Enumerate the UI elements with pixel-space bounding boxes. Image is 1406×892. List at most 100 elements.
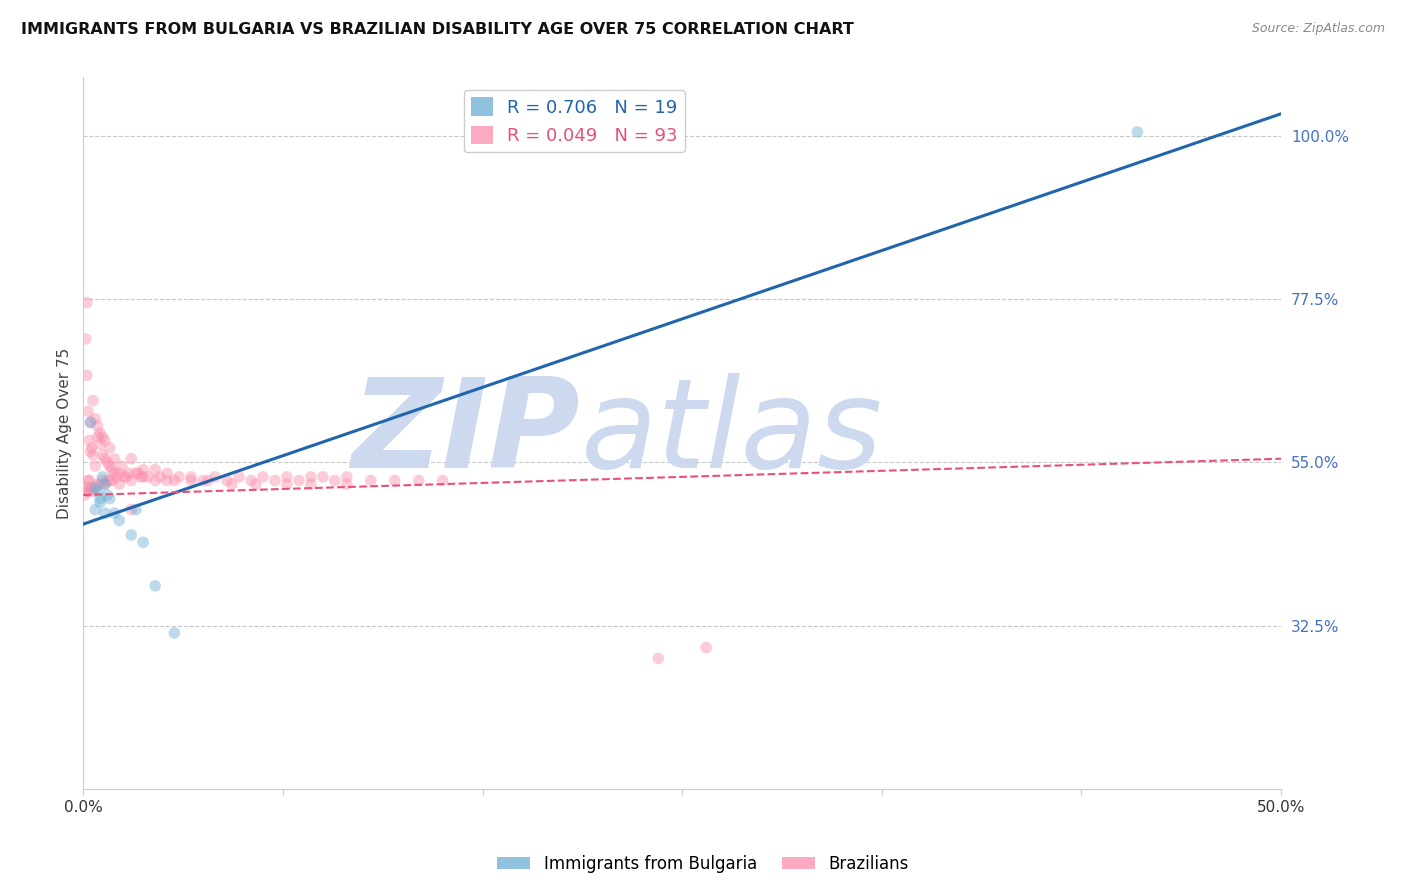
Point — [76, 484, 98, 499]
Point — [156, 474, 179, 488]
Point — [197, 474, 219, 488]
Point — [98, 458, 121, 473]
Point — [96, 455, 118, 469]
Point — [163, 626, 186, 640]
Point — [86, 484, 108, 499]
Point — [84, 481, 107, 495]
Point — [77, 484, 100, 499]
Point — [94, 477, 117, 491]
Point — [149, 470, 172, 484]
Point — [204, 470, 226, 484]
Point — [132, 470, 155, 484]
Point — [299, 470, 322, 484]
Point — [129, 470, 152, 484]
Point — [264, 474, 287, 488]
Y-axis label: Disability Age Over 75: Disability Age Over 75 — [58, 348, 72, 519]
Point — [240, 474, 263, 488]
Point — [101, 474, 124, 488]
Point — [112, 470, 135, 484]
Point — [360, 474, 382, 488]
Point — [143, 579, 166, 593]
Point — [86, 477, 108, 491]
Point — [89, 426, 111, 441]
Point — [336, 477, 359, 491]
Point — [299, 477, 322, 491]
Point — [167, 470, 190, 484]
Point — [163, 474, 186, 488]
Point — [82, 448, 104, 462]
Point — [91, 430, 114, 444]
Point — [105, 470, 128, 484]
Point — [276, 470, 298, 484]
Point — [91, 448, 114, 462]
Point — [84, 481, 107, 495]
Point — [89, 495, 111, 509]
Point — [125, 467, 148, 481]
Point — [127, 467, 149, 481]
Point — [89, 437, 111, 451]
Point — [94, 506, 117, 520]
Point — [647, 651, 669, 665]
Point — [103, 506, 125, 520]
Point — [103, 467, 125, 481]
Point — [180, 470, 202, 484]
Point — [89, 491, 111, 506]
Point — [336, 470, 359, 484]
Point — [323, 474, 346, 488]
Text: ZIP: ZIP — [352, 373, 581, 494]
Point — [86, 419, 108, 434]
Point — [91, 470, 114, 484]
Point — [143, 474, 166, 488]
Point — [101, 462, 124, 476]
Point — [77, 434, 100, 448]
Legend: Immigrants from Bulgaria, Brazilians: Immigrants from Bulgaria, Brazilians — [491, 848, 915, 880]
Point — [76, 368, 98, 383]
Point — [80, 441, 103, 455]
Point — [98, 441, 121, 455]
Point — [77, 404, 100, 418]
Point — [156, 467, 179, 481]
Point — [75, 481, 97, 495]
Point — [108, 513, 131, 527]
Point — [408, 474, 430, 488]
Legend: R = 0.706   N = 19, R = 0.049   N = 93: R = 0.706 N = 19, R = 0.049 N = 93 — [464, 90, 685, 153]
Point — [108, 467, 131, 481]
Point — [120, 502, 142, 516]
Point — [82, 393, 104, 408]
Point — [75, 332, 97, 346]
Point — [245, 477, 267, 491]
Point — [86, 430, 108, 444]
Text: IMMIGRANTS FROM BULGARIA VS BRAZILIAN DISABILITY AGE OVER 75 CORRELATION CHART: IMMIGRANTS FROM BULGARIA VS BRAZILIAN DI… — [21, 22, 853, 37]
Point — [136, 470, 159, 484]
Point — [94, 477, 117, 491]
Text: atlas: atlas — [581, 373, 883, 494]
Point — [120, 474, 142, 488]
Point — [695, 640, 717, 655]
Point — [73, 488, 96, 502]
Point — [215, 474, 238, 488]
Point — [89, 477, 111, 491]
Point — [79, 416, 101, 430]
Point — [180, 474, 202, 488]
Point — [252, 470, 274, 484]
Point — [125, 502, 148, 516]
Point — [191, 474, 214, 488]
Point — [228, 470, 250, 484]
Point — [143, 462, 166, 476]
Point — [80, 481, 103, 495]
Point — [79, 444, 101, 458]
Point — [288, 474, 311, 488]
Point — [96, 474, 118, 488]
Point — [276, 477, 298, 491]
Point — [91, 474, 114, 488]
Point — [115, 470, 138, 484]
Point — [118, 467, 141, 481]
Point — [312, 470, 335, 484]
Point — [132, 535, 155, 549]
Point — [76, 295, 98, 310]
Point — [79, 416, 101, 430]
Point — [120, 528, 142, 542]
Point — [82, 484, 104, 499]
Point — [384, 474, 406, 488]
Point — [77, 474, 100, 488]
